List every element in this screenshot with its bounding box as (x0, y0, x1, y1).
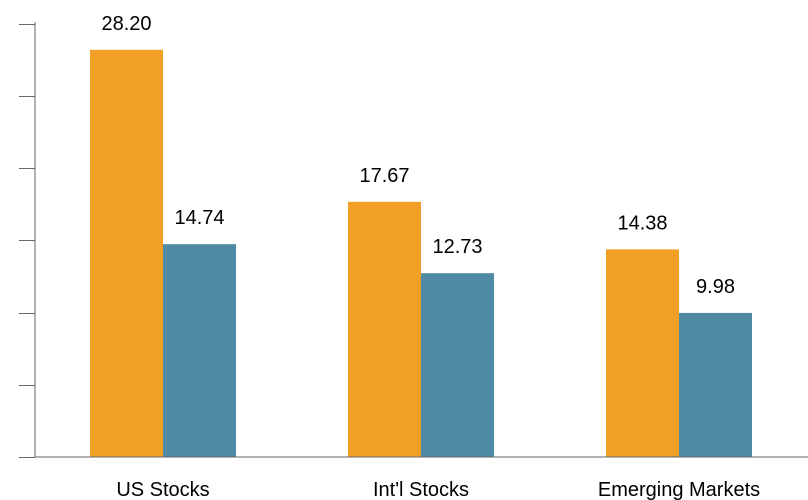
data-labels-group: 28.20 14.74 17.67 12.73 14.38 9.98 (101, 13, 735, 298)
bar-series1-3 (606, 249, 679, 457)
bar-series2-2 (421, 273, 494, 457)
bar-series1-1 (90, 49, 163, 458)
data-label-series1-1: 28.20 (101, 13, 151, 35)
data-label-series1-3: 14.38 (617, 212, 667, 234)
data-label-series2-2: 12.73 (432, 236, 482, 258)
bar-series2-1 (163, 244, 236, 457)
y-ticks-group (19, 24, 35, 458)
x-tick-label-1: US Stocks (116, 479, 209, 500)
x-tick-labels-group: US Stocks Int'l Stocks Emerging Markets (116, 479, 760, 500)
data-label-series1-2: 17.67 (359, 165, 409, 187)
data-label-series2-1: 14.74 (174, 207, 224, 229)
x-tick-label-2: Int'l Stocks (373, 479, 469, 500)
bar-series2-3 (679, 312, 752, 457)
axes-group (34, 22, 808, 458)
bars-group (90, 49, 752, 458)
bar-series1-2 (348, 201, 421, 457)
x-tick-label-3: Emerging Markets (598, 479, 760, 500)
data-label-series2-3: 9.98 (696, 276, 735, 298)
